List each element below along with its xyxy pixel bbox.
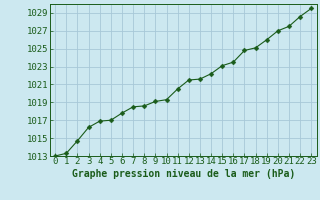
X-axis label: Graphe pression niveau de la mer (hPa): Graphe pression niveau de la mer (hPa): [72, 169, 295, 179]
